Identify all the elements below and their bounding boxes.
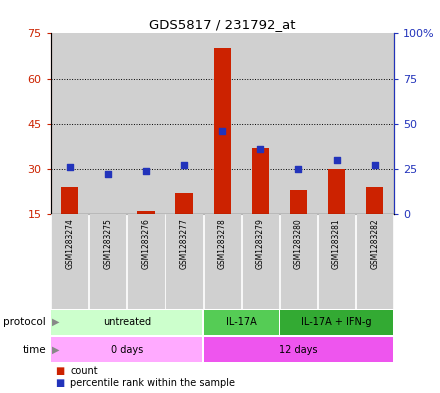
Bar xyxy=(89,33,127,214)
Text: GSM1283277: GSM1283277 xyxy=(180,218,189,269)
Text: ▶: ▶ xyxy=(52,345,59,355)
Bar xyxy=(176,193,193,214)
Text: IL-17A + IFN-g: IL-17A + IFN-g xyxy=(301,317,372,327)
Bar xyxy=(241,33,279,214)
Text: GSM1283274: GSM1283274 xyxy=(65,218,74,269)
Bar xyxy=(280,310,393,335)
Point xyxy=(371,162,378,169)
Text: untreated: untreated xyxy=(103,317,151,327)
Title: GDS5817 / 231792_at: GDS5817 / 231792_at xyxy=(149,18,295,31)
Bar xyxy=(204,214,241,309)
Text: GSM1283276: GSM1283276 xyxy=(141,218,150,269)
Text: ▶: ▶ xyxy=(52,317,59,327)
Bar xyxy=(137,211,154,214)
Text: GSM1283280: GSM1283280 xyxy=(294,218,303,269)
Point xyxy=(104,171,111,178)
Bar xyxy=(279,33,318,214)
Bar xyxy=(318,214,355,309)
Bar xyxy=(318,33,356,214)
Text: GSM1283282: GSM1283282 xyxy=(370,218,379,268)
Bar xyxy=(328,169,345,214)
Bar xyxy=(252,148,269,214)
Text: count: count xyxy=(70,366,98,376)
Bar xyxy=(356,33,394,214)
Point xyxy=(66,164,73,170)
Point xyxy=(180,162,187,169)
Text: GSM1283281: GSM1283281 xyxy=(332,218,341,268)
Point xyxy=(143,168,150,174)
Bar xyxy=(165,214,203,309)
Text: GSM1283278: GSM1283278 xyxy=(218,218,227,269)
Text: 0 days: 0 days xyxy=(111,345,143,355)
Bar xyxy=(214,48,231,214)
Bar xyxy=(204,310,279,335)
Bar xyxy=(203,33,241,214)
Bar xyxy=(61,187,78,214)
Text: GSM1283275: GSM1283275 xyxy=(103,218,112,269)
Bar xyxy=(127,214,165,309)
Bar xyxy=(366,187,383,214)
Bar xyxy=(51,310,202,335)
Text: IL-17A: IL-17A xyxy=(226,317,257,327)
Point xyxy=(295,166,302,172)
Bar xyxy=(165,33,203,214)
Point xyxy=(333,157,340,163)
Text: 12 days: 12 days xyxy=(279,345,318,355)
Bar xyxy=(280,214,317,309)
Point xyxy=(219,128,226,134)
Text: GSM1283279: GSM1283279 xyxy=(256,218,265,269)
Bar xyxy=(242,214,279,309)
Text: ■: ■ xyxy=(55,378,64,388)
Text: ■: ■ xyxy=(55,366,64,376)
Bar xyxy=(51,33,89,214)
Text: protocol: protocol xyxy=(4,317,46,327)
Text: percentile rank within the sample: percentile rank within the sample xyxy=(70,378,235,388)
Bar xyxy=(290,190,307,214)
Bar xyxy=(51,337,202,362)
Point xyxy=(257,146,264,152)
Bar xyxy=(51,214,88,309)
Bar xyxy=(356,214,393,309)
Text: time: time xyxy=(22,345,46,355)
Bar xyxy=(89,214,126,309)
Bar xyxy=(204,337,393,362)
Bar xyxy=(127,33,165,214)
